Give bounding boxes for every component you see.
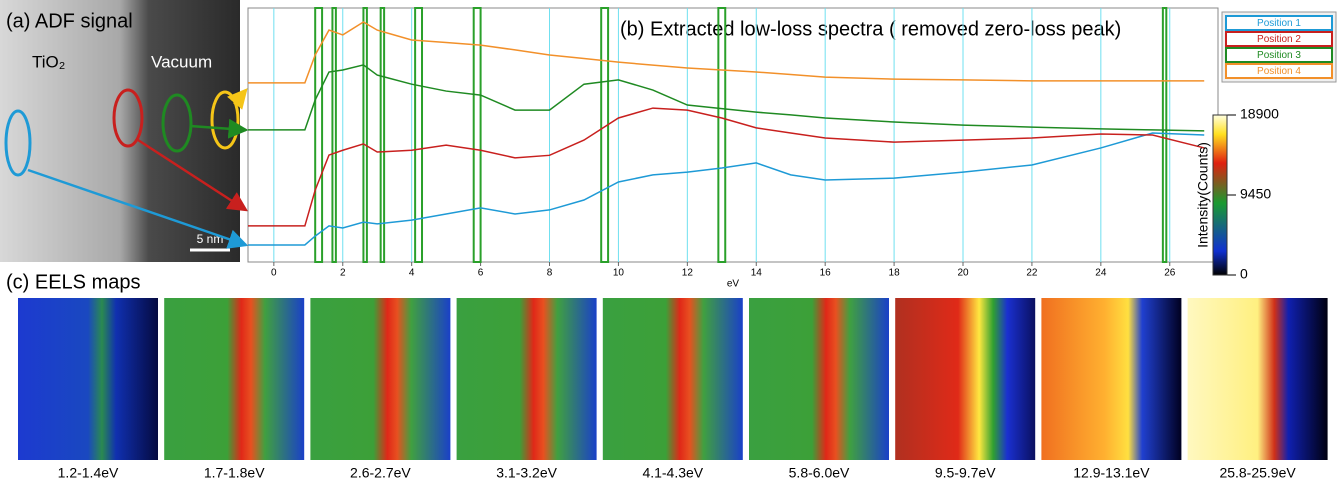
colorbar-tick-label: 9450: [1240, 186, 1271, 202]
map-label: 1.7-1.8eV: [204, 465, 265, 481]
position-circle: [4, 109, 32, 177]
colorbar: [1212, 114, 1228, 276]
vacuum-label: Vacuum: [151, 52, 212, 71]
x-tick-label: 18: [889, 268, 901, 279]
x-tick-label: 0: [271, 268, 277, 279]
x-tick-label: 6: [478, 268, 484, 279]
x-tick-label: 10: [613, 268, 625, 279]
x-tick-label: 8: [547, 268, 553, 279]
arrow: [227, 88, 248, 110]
x-tick-label: 4: [409, 268, 415, 279]
x-tick-label: 16: [820, 268, 832, 279]
legend-label: Position 3: [1257, 50, 1301, 61]
eels-map: [895, 298, 1036, 460]
map-label: 5.8-6.0eV: [789, 465, 850, 481]
x-tick-label: 12: [682, 268, 694, 279]
eels-map: [18, 298, 158, 460]
spectrum-line: [248, 107, 1205, 227]
chart-title: (b) Extracted low-loss spectra ( removed…: [620, 18, 1121, 40]
arrow: [137, 138, 249, 212]
eels-map: [749, 298, 889, 460]
arrow: [27, 168, 249, 249]
map-label: 4.1-4.3eV: [642, 465, 703, 481]
arrow: [189, 118, 249, 139]
legend-label: Position 2: [1257, 34, 1301, 45]
legend-swatch: [1225, 31, 1333, 47]
spectrum-line: [248, 132, 1205, 246]
x-tick-label: 26: [1164, 268, 1176, 279]
eels-map: [456, 298, 597, 460]
legend-swatch: [1225, 15, 1333, 31]
material-label: TiO₂: [32, 52, 65, 71]
position-circle: [161, 93, 193, 153]
map-label: 3.1-3.2eV: [496, 465, 557, 481]
x-tick-label: 20: [957, 268, 969, 279]
eels-map: [310, 298, 451, 460]
panel-c-title: (c) EELS maps: [6, 271, 140, 293]
energy-window: [379, 7, 386, 263]
map-label: 9.5-9.7eV: [935, 465, 996, 481]
x-tick-label: 24: [1095, 268, 1107, 279]
x-tick-label: 22: [1026, 268, 1038, 279]
legend-swatch: [1225, 47, 1333, 63]
eels-map: [1041, 298, 1182, 460]
energy-window: [331, 7, 337, 263]
energy-window: [717, 7, 727, 263]
energy-window: [362, 7, 368, 263]
x-tick-label: 14: [751, 268, 763, 279]
eels-map: [164, 298, 305, 460]
map-label: 1.2-1.4eV: [58, 465, 119, 481]
map-label: 12.9-13.1eV: [1073, 465, 1150, 481]
energy-window: [1161, 7, 1168, 263]
colorbar-label: Intensity(Counts): [1195, 142, 1211, 248]
map-label: 2.6-2.7eV: [350, 465, 411, 481]
spectrum-line: [248, 21, 1205, 84]
spectrum-line: [248, 64, 1205, 132]
energy-window: [472, 7, 482, 263]
legend-swatch: [1225, 63, 1333, 79]
eels-map: [1187, 298, 1328, 460]
adf-image: [0, 0, 240, 262]
panel-a-title: (a) ADF signal: [6, 10, 133, 32]
legend-label: Position 1: [1257, 18, 1301, 29]
scale-bar-label: 5 nm: [197, 232, 224, 246]
colorbar-tick-label: 18900: [1240, 106, 1279, 122]
x-tick-label: 2: [340, 268, 346, 279]
map-label: 25.8-25.9eV: [1219, 465, 1296, 481]
position-circle: [112, 88, 144, 148]
energy-window: [600, 7, 610, 263]
energy-window: [414, 7, 424, 263]
x-axis-label: eV: [727, 279, 740, 290]
legend-label: Position 4: [1257, 66, 1301, 77]
eels-map: [602, 298, 743, 460]
colorbar-tick-label: 0: [1240, 266, 1248, 282]
energy-window: [314, 7, 324, 263]
